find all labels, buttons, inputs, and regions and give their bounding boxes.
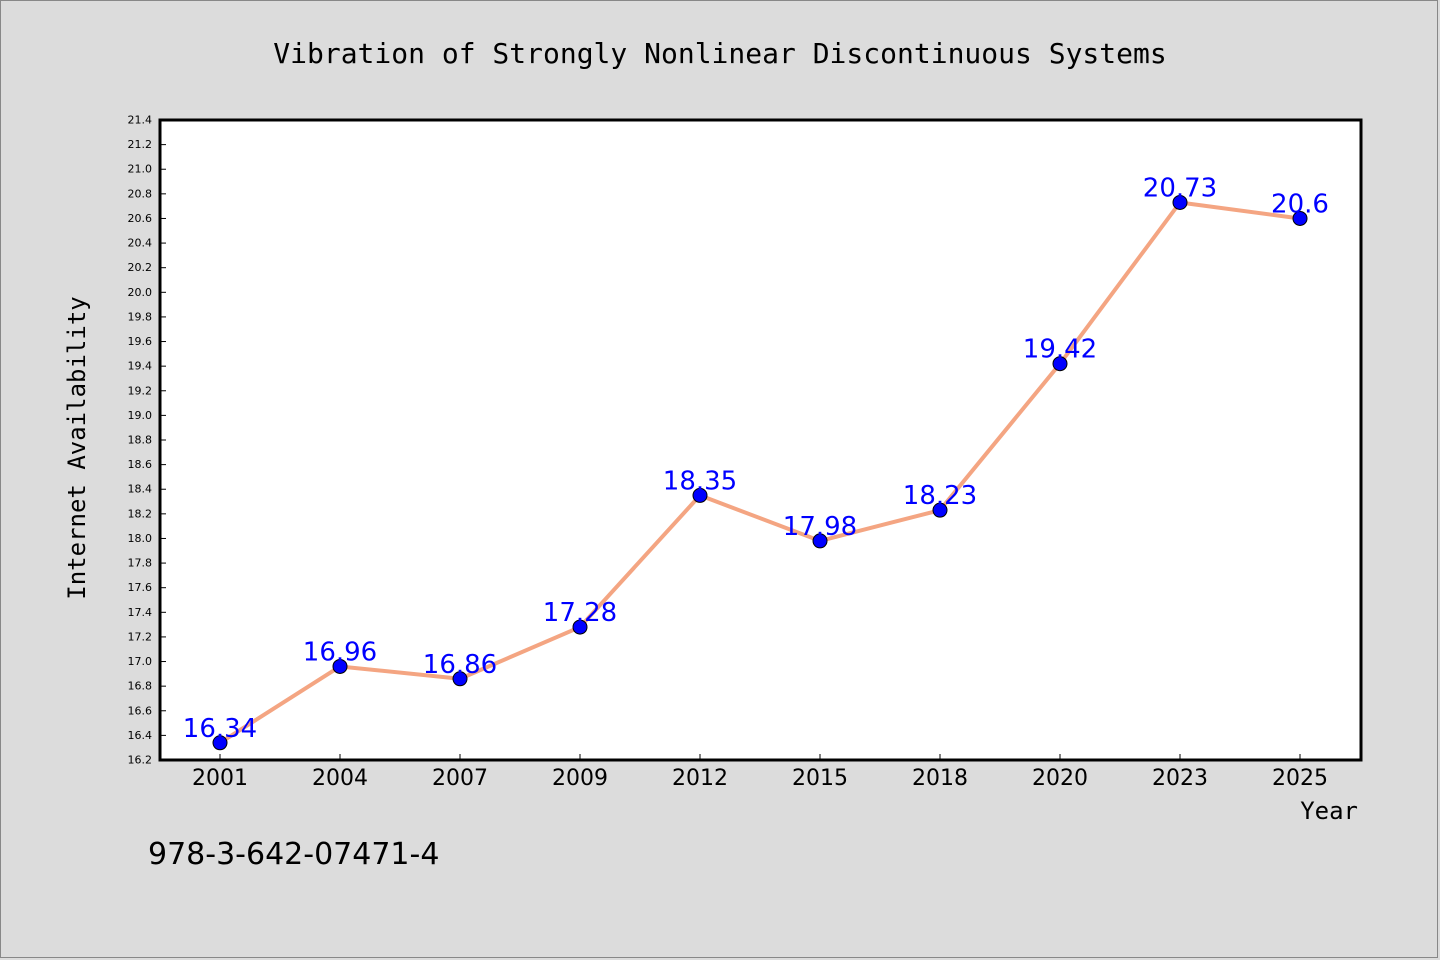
data-point: [212, 735, 228, 751]
y-tick-label: 19.0: [128, 409, 153, 422]
data-label: 16.96: [303, 637, 377, 667]
data-label: 16.34: [183, 714, 257, 744]
y-tick-label: 20.0: [128, 286, 153, 299]
y-tick-label: 17.4: [128, 606, 153, 619]
data-point: [692, 487, 708, 503]
data-point: [1292, 210, 1308, 226]
data-label: 17.28: [543, 598, 617, 628]
chart-title: Vibration of Strongly Nonlinear Disconti…: [273, 37, 1166, 70]
y-tick-label: 18.6: [128, 458, 153, 471]
y-tick-label: 19.8: [128, 310, 153, 323]
x-tick-label: 2007: [432, 766, 488, 791]
x-tick-label: 2001: [192, 766, 248, 791]
y-tick-label: 17.6: [128, 581, 153, 594]
x-tick-label: 2023: [1152, 766, 1208, 791]
x-axis: 2001 2004 2007 2009 2012 2015 2018 2020 2023 2025: [192, 754, 1328, 791]
data-point: [932, 502, 948, 518]
x-tick-label: 2020: [1032, 766, 1088, 791]
data-label: 18.35: [663, 466, 737, 496]
data-label: 19.42: [1023, 335, 1097, 365]
y-tick-label: 19.4: [128, 360, 153, 373]
y-tick-label: 18.8: [128, 434, 153, 447]
y-tick-label: 18.4: [128, 483, 153, 496]
y-tick-label: 16.4: [128, 729, 153, 742]
y-tick-label: 16.2: [128, 754, 153, 767]
data-point: [332, 658, 348, 674]
isbn-text: 978-3-642-07471-4: [148, 837, 439, 872]
y-tick-label: 18.2: [128, 507, 153, 520]
y-tick-label: 20.2: [128, 261, 153, 274]
y-tick-label: 18.0: [128, 532, 153, 545]
data-labels: 16.34 16.96 16.86 17.28 18.35 17.98 18.23 19.42…: [183, 173, 1329, 743]
data-point: [812, 533, 828, 549]
x-axis-label: Year: [1300, 797, 1358, 825]
series-line: [218, 200, 1302, 745]
y-axis: 16.2 16.4 16.6 16.8 17.0 17.2 17.4 17.6 17.8 18.0…: [128, 114, 166, 767]
x-tick-label: 2004: [312, 766, 368, 791]
y-tick-label: 21.0: [128, 163, 153, 176]
data-point: [572, 619, 588, 635]
data-point: [1172, 194, 1188, 210]
y-tick-label: 16.8: [128, 680, 153, 693]
y-tick-label: 17.0: [128, 655, 153, 668]
data-label: 16.86: [423, 650, 497, 680]
y-tick-label: 16.6: [128, 704, 153, 717]
x-tick-label: 2025: [1272, 766, 1328, 791]
y-tick-label: 20.6: [128, 212, 153, 225]
y-tick-label: 20.8: [128, 187, 153, 200]
data-label: 20.73: [1143, 173, 1217, 203]
y-tick-label: 19.2: [128, 384, 153, 397]
y-axis-label: Internet Availability: [63, 296, 91, 599]
x-tick-label: 2015: [792, 766, 848, 791]
x-tick-label: 2012: [672, 766, 728, 791]
data-label: 20.6: [1271, 189, 1329, 219]
data-point: [452, 671, 468, 687]
y-tick-label: 21.2: [128, 138, 153, 151]
y-tick-label: 17.8: [128, 557, 153, 570]
series-layer: [212, 194, 1308, 751]
data-point: [1052, 356, 1068, 372]
data-label: 18.23: [903, 481, 977, 511]
y-tick-label: 19.6: [128, 335, 153, 348]
y-tick-label: 17.2: [128, 630, 153, 643]
x-tick-label: 2018: [912, 766, 968, 791]
x-tick-label: 2009: [552, 766, 608, 791]
data-label: 17.98: [783, 512, 857, 542]
y-tick-label: 21.4: [128, 114, 153, 127]
y-tick-label: 20.4: [128, 237, 153, 250]
